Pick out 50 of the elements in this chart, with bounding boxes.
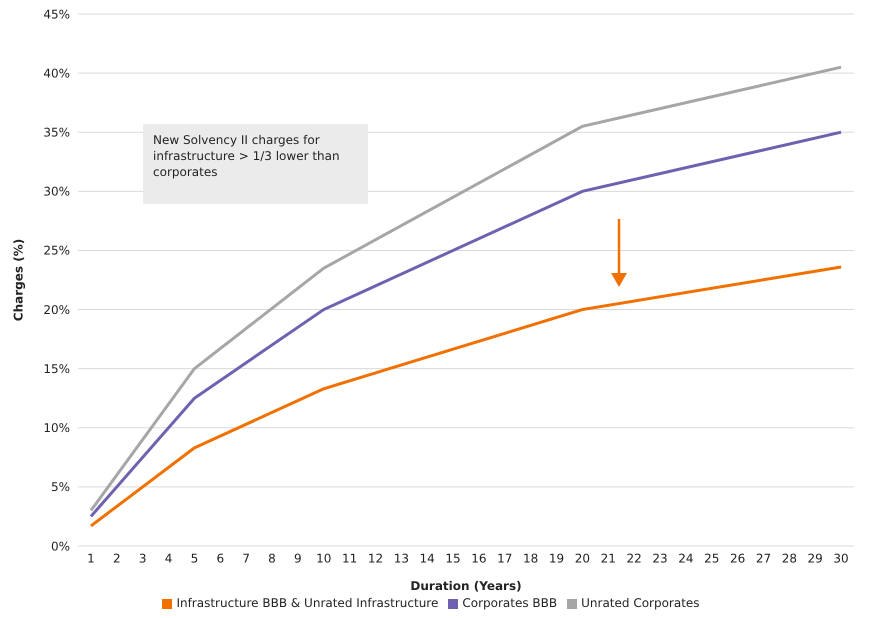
x-tick-label: 14 [420,552,435,566]
x-tick-label: 11 [342,552,358,566]
y-tick-label: 5% [50,480,70,494]
x-tick-label: 30 [833,552,849,566]
x-tick-label: 9 [294,552,302,566]
x-tick-label: 3 [138,552,146,566]
y-tick-label: 10% [43,421,70,436]
x-tick-label: 15 [445,552,461,566]
y-tick-label: 35% [43,125,70,140]
x-tick-label: 29 [808,552,823,566]
x-tick-label: 18 [523,552,538,566]
y-tick-label: 40% [43,66,70,80]
y-tick-label: 0% [50,539,70,554]
x-tick-label: 24 [678,552,694,566]
y-axis-title: Charges (%) [11,238,26,322]
x-tick-label: 10 [316,552,332,566]
y-tick-label: 25% [43,244,70,258]
x-tick-label: 19 [548,552,564,566]
x-tick-label: 2 [112,552,121,566]
x-tick-label: 17 [497,552,512,566]
annotation: New Solvency II charges for infrastructure > 1/3 lower than corporates [153,133,340,179]
x-tick-label: 1 [87,552,95,566]
x-tick-label: 21 [600,552,616,566]
x-tick-label: 12 [368,552,384,566]
x-tick-label: 23 [652,552,668,566]
y-tick-label: 30% [43,184,70,199]
y-tick-label: 20% [43,302,70,317]
x-tick-label: 13 [394,552,409,566]
x-tick-label: 7 [242,552,250,566]
x-tick-label: 22 [626,552,642,566]
x-tick-label: 26 [730,552,746,566]
x-tick-label: 4 [164,552,172,566]
y-tick-label: 15% [43,362,70,376]
x-tick-label: 20 [574,552,590,566]
x-tick-label: 6 [216,552,224,566]
x-axis-title: Duration (Years) [410,579,522,593]
x-tick-label: 28 [782,552,797,566]
x-tick-label: 8 [268,552,276,566]
note-box: New Solvency II charges for infrastructure > 1/3 lower than corporates [143,124,368,204]
line-series [89,130,843,518]
legend-label: Infrastructure BBB & Unrated Infrastructure [176,596,438,610]
line-series [89,66,843,512]
legend-label: Corporates BBB [462,596,558,610]
y-tick-label: 45% [43,7,70,22]
x-tick-label: 16 [471,552,487,566]
x-tick-label: 5 [190,552,198,566]
x-tick-label: 25 [704,552,720,566]
x-tick-label: 27 [756,552,772,566]
line-series [89,265,843,528]
legend-label: Unrated Corporates [581,596,700,610]
